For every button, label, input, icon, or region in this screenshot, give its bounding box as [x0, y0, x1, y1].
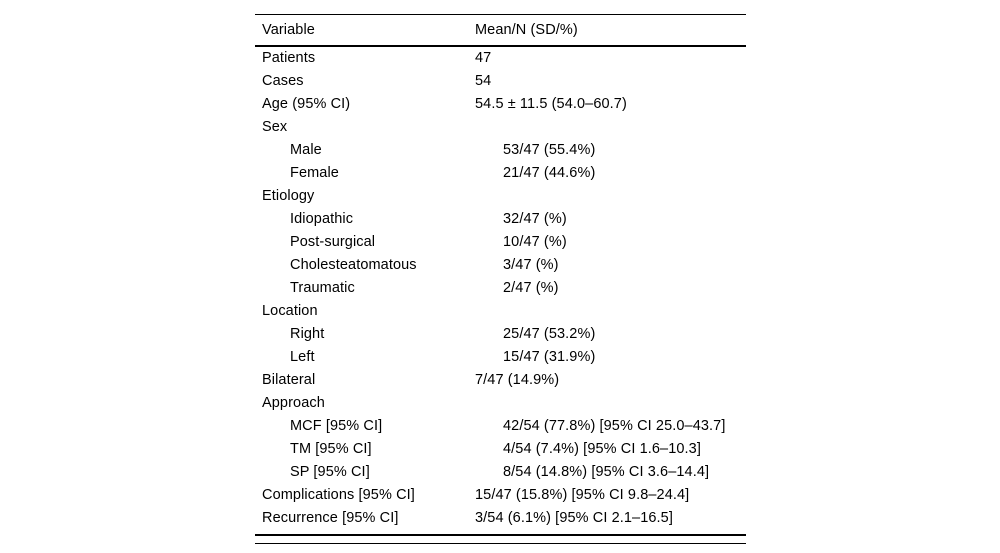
row-variable-label: Female — [290, 165, 339, 182]
row-variable-label: Etiology — [262, 188, 315, 205]
row-value: 2/47 (%) — [503, 280, 559, 297]
row-variable-label: Cholesteatomatous — [290, 257, 417, 274]
row-value: 21/47 (44.6%) — [503, 165, 596, 182]
row-variable-label: Age (95% CI) — [262, 96, 351, 113]
table-row: Left 15/47 (31.9%) — [255, 346, 746, 369]
table-row: Location — [255, 300, 746, 323]
row-value: 3/54 (6.1%) [95% CI 2.1–16.5] — [475, 510, 673, 527]
table-row: Patients 47 — [255, 47, 746, 70]
row-variable-label: Left — [290, 349, 315, 366]
row-variable-label: Location — [262, 303, 318, 320]
row-value: 10/47 (%) — [503, 234, 567, 251]
row-value: 54.5 ± 11.5 (54.0–60.7) — [475, 96, 627, 113]
row-value: 8/54 (14.8%) [95% CI 3.6–14.4] — [503, 464, 710, 481]
row-value: 7/47 (14.9%) — [475, 372, 560, 389]
patient-summary-table: Variable Mean/N (SD/%) Patients 47 Cases… — [255, 14, 746, 544]
table-row: Idiopathic 32/47 (%) — [255, 208, 746, 231]
row-variable-label: Sex — [262, 119, 288, 136]
table-row: TM [95% CI] 4/54 (7.4%) [95% CI 1.6–10.3… — [255, 438, 746, 461]
row-value: 4/54 (7.4%) [95% CI 1.6–10.3] — [503, 441, 701, 458]
table-row: Approach — [255, 392, 746, 415]
table-body: Patients 47 Cases 54 Age (95% CI) 54.5 ±… — [255, 47, 746, 536]
row-variable-label: Post-surgical — [290, 234, 376, 251]
table-header-row: Variable Mean/N (SD/%) — [255, 14, 746, 47]
row-variable-label: Right — [290, 326, 325, 343]
column-header-variable: Variable — [262, 21, 315, 38]
table-row: Male 53/47 (55.4%) — [255, 139, 746, 162]
row-value: 32/47 (%) — [503, 211, 567, 228]
table-row: Recurrence [95% CI] 3/54 (6.1%) [95% CI … — [255, 507, 746, 530]
row-value: 47 — [475, 50, 492, 67]
table-row: Post-surgical 10/47 (%) — [255, 231, 746, 254]
table-row: Cases 54 — [255, 70, 746, 93]
row-variable-label: Traumatic — [290, 280, 355, 297]
table-row: MCF [95% CI] 42/54 (77.8%) [95% CI 25.0–… — [255, 415, 746, 438]
row-value: 53/47 (55.4%) — [503, 142, 596, 159]
row-variable-label: TM [95% CI] — [290, 441, 372, 458]
table-row: Sex — [255, 116, 746, 139]
table-row: Age (95% CI) 54.5 ± 11.5 (54.0–60.7) — [255, 93, 746, 116]
table-row: Right 25/47 (53.2%) — [255, 323, 746, 346]
row-value: 42/54 (77.8%) [95% CI 25.0–43.7] — [503, 418, 726, 435]
row-value: 3/47 (%) — [503, 257, 559, 274]
table-row: Complications [95% CI] 15/47 (15.8%) [95… — [255, 484, 746, 507]
table-row: Cholesteatomatous 3/47 (%) — [255, 254, 746, 277]
row-value: 15/47 (31.9%) — [503, 349, 596, 366]
row-variable-label: Bilateral — [262, 372, 316, 389]
row-variable-label: Approach — [262, 395, 325, 412]
row-value: 25/47 (53.2%) — [503, 326, 596, 343]
table-row: Traumatic 2/47 (%) — [255, 277, 746, 300]
table-bottom-rule — [255, 543, 746, 544]
row-variable-label: Cases — [262, 73, 304, 90]
table-row: SP [95% CI] 8/54 (14.8%) [95% CI 3.6–14.… — [255, 461, 746, 484]
row-value: 54 — [475, 73, 492, 90]
row-variable-label: SP [95% CI] — [290, 464, 370, 481]
table-row: Bilateral 7/47 (14.9%) — [255, 369, 746, 392]
row-variable-label: Recurrence [95% CI] — [262, 510, 399, 527]
row-variable-label: Complications [95% CI] — [262, 487, 415, 504]
table-row: Etiology — [255, 185, 746, 208]
row-variable-label: Patients — [262, 50, 316, 67]
row-variable-label: Male — [290, 142, 322, 159]
row-variable-label: Idiopathic — [290, 211, 354, 228]
column-header-mean-n-sd: Mean/N (SD/%) — [475, 21, 578, 38]
row-value: 15/47 (15.8%) [95% CI 9.8–24.4] — [475, 487, 690, 504]
table-row: Female 21/47 (44.6%) — [255, 162, 746, 185]
row-variable-label: MCF [95% CI] — [290, 418, 383, 435]
